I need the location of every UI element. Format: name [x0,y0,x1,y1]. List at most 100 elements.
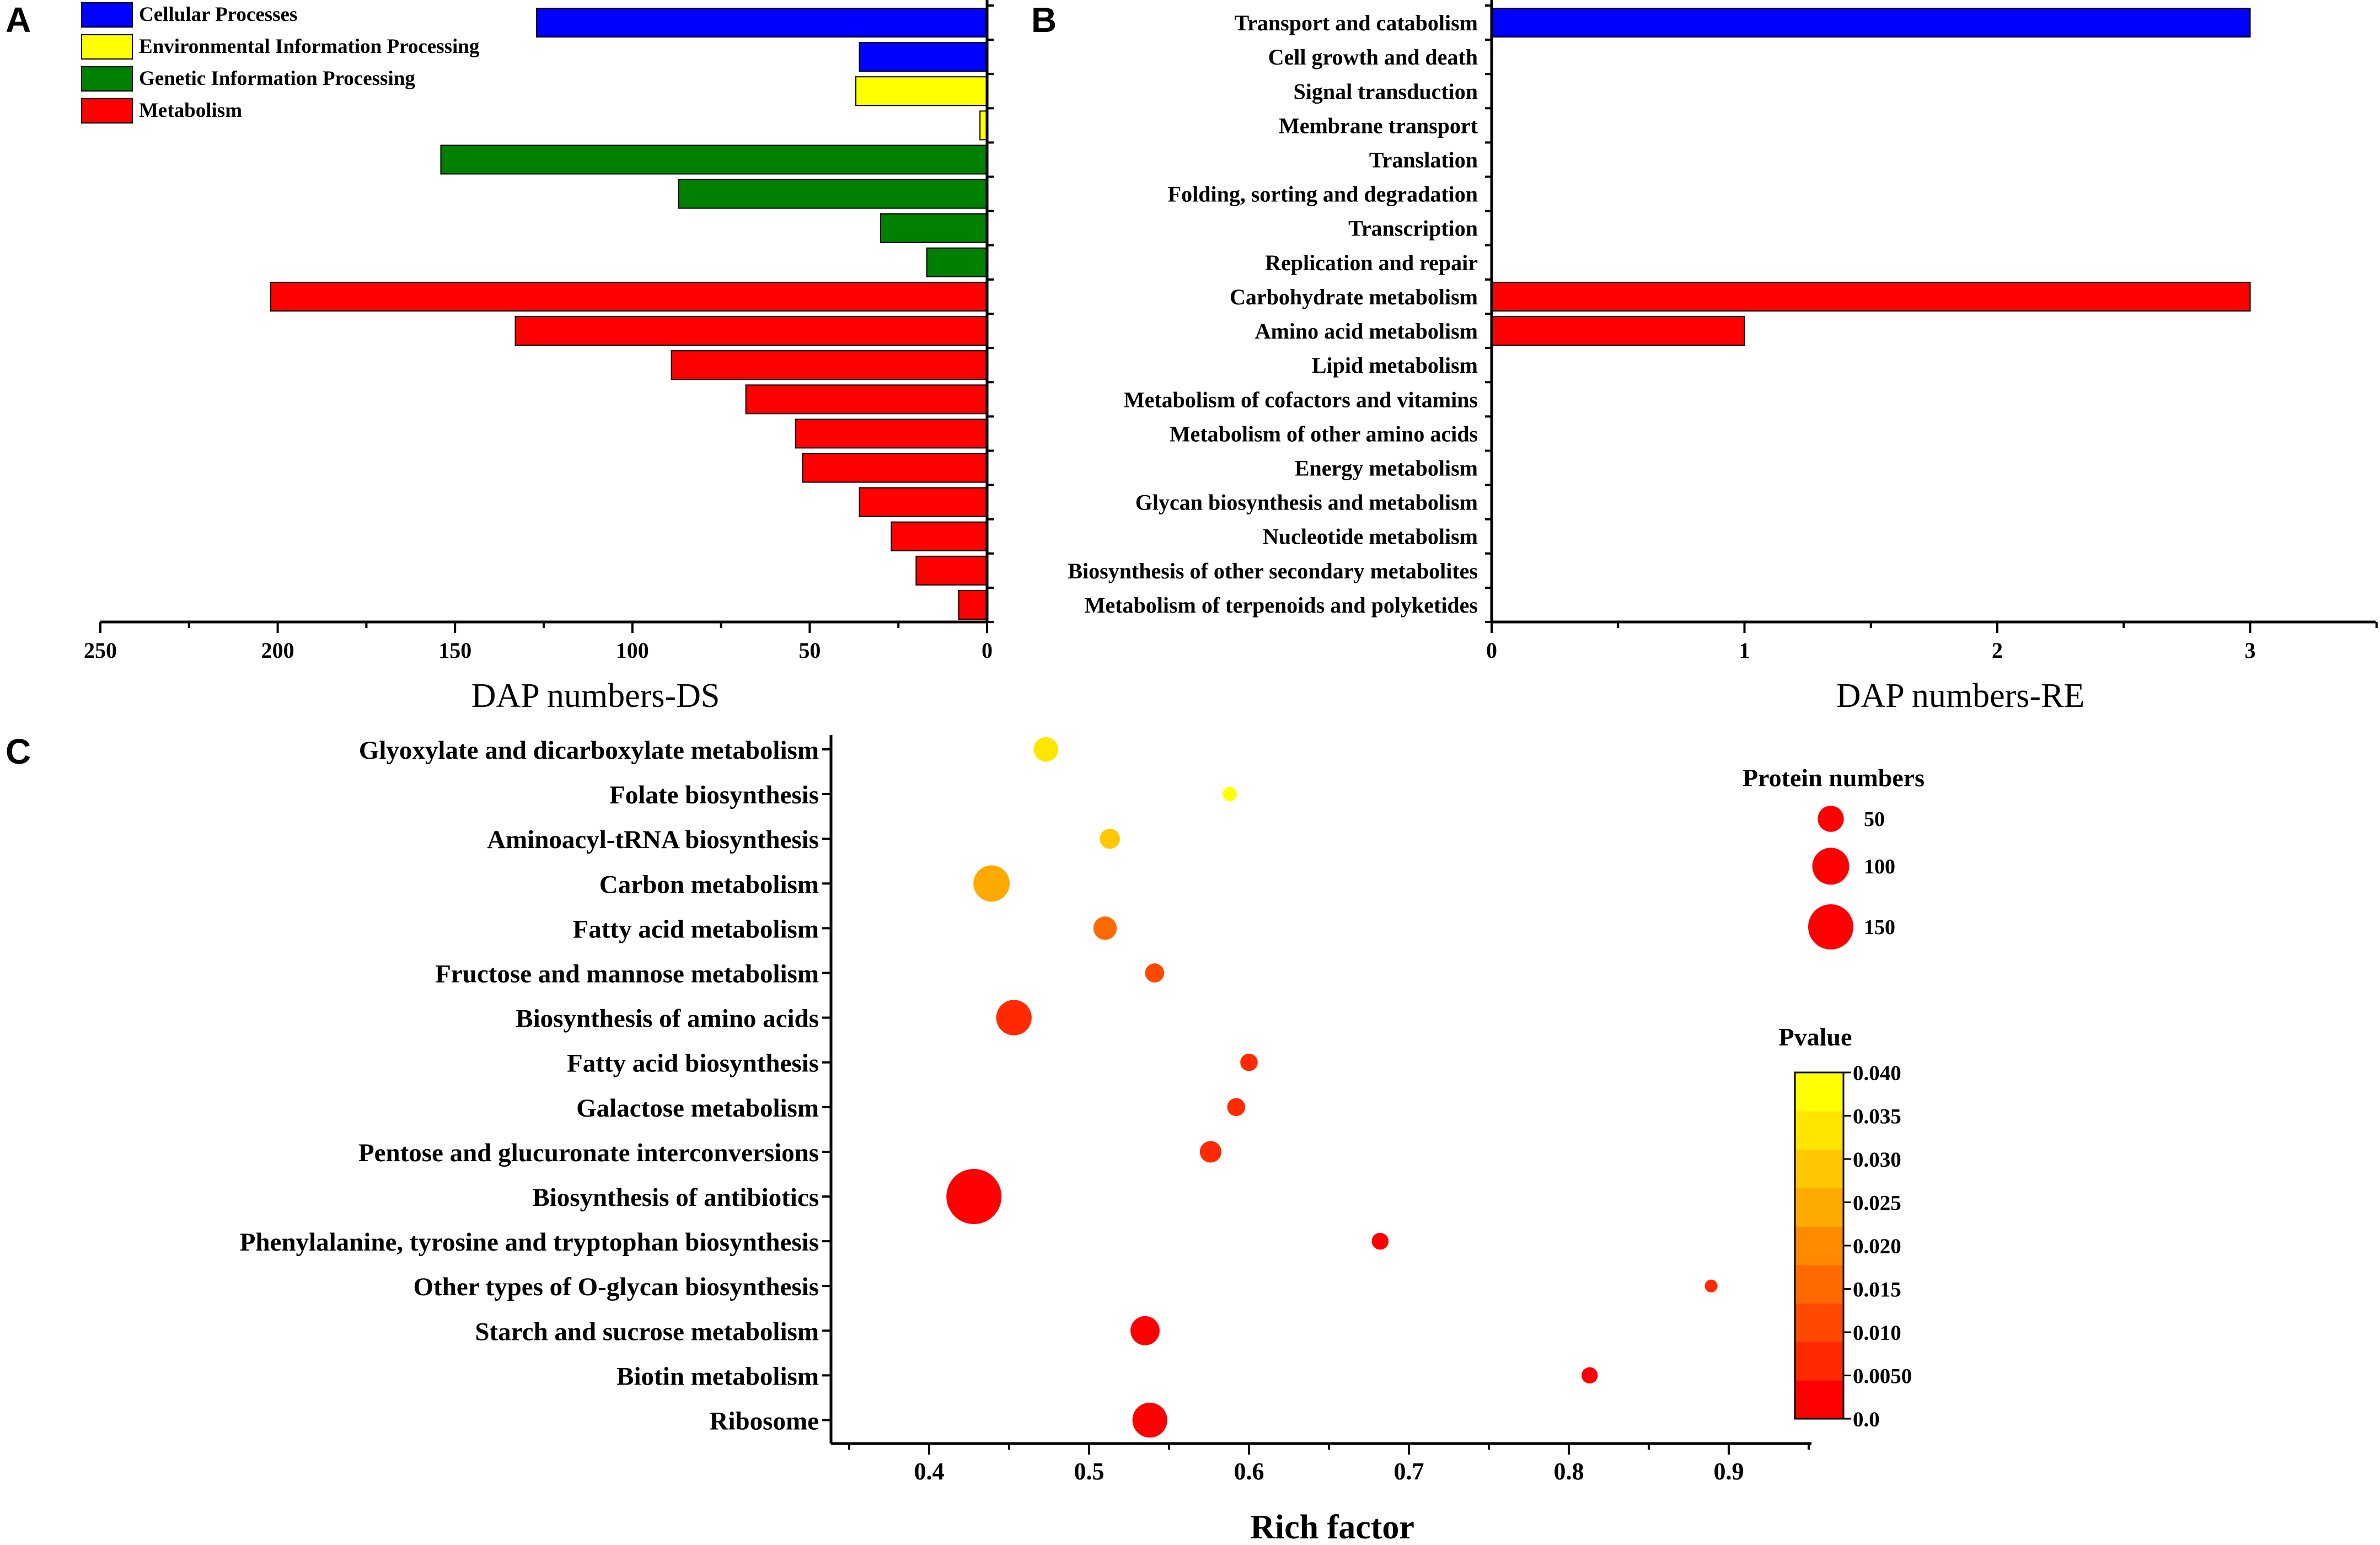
color-legend-label: 0.015 [1853,1278,1901,1302]
legend-swatch-a [81,34,133,60]
category-label-b: Cell growth and death [1268,45,1478,69]
color-legend-segment [1795,1226,1843,1265]
legend-swatch-a [81,2,133,28]
bubble-7 [996,1000,1032,1036]
category-label-b: Metabolism of other amino acids [1170,421,1478,446]
category-label-b: Transport and catabolism [1234,10,1478,35]
panel-c-label: C [6,732,31,771]
xtick-label-b: 3 [2245,638,2256,663]
bar-a-11 [671,350,988,380]
color-legend-segment [1795,1149,1843,1188]
color-legend-segment [1795,1380,1843,1419]
size-legend-bubble [1818,806,1844,832]
legend-label-a: Genetic Information Processing [139,67,415,90]
bar-a-13 [795,419,988,449]
category-label-c: Ribosome [710,1407,819,1436]
bar-b-1 [1491,8,2251,38]
legend-swatch-a [81,98,133,124]
xtick-label-a: 100 [616,638,649,663]
bubble-14 [1130,1316,1160,1345]
xtick-label-c: 0.5 [1074,1458,1105,1485]
bar-a-5 [440,144,988,175]
category-label-b: Carbohydrate metabolism [1230,285,1478,309]
bar-a-16 [891,521,988,551]
color-legend: 0.040 0.035 0.030 0.025 0.020 0.015 0.010 0.005… [1794,1061,1912,1431]
bubble-1 [1033,737,1059,762]
size-legend-label: 150 [1864,916,1895,939]
xtick-label-c: 0.6 [1234,1458,1264,1485]
bubble-6 [1145,963,1165,983]
bar-a-14 [802,453,988,483]
category-label-b: Folding, sorting and degradation [1168,182,1478,207]
color-legend-label: 0.035 [1853,1105,1901,1129]
category-label-c: Glyoxylate and dicarboxylate metabolism [359,736,819,765]
xtick-label-c: 0.9 [1714,1458,1744,1485]
xtick-label-c: 0.4 [914,1458,945,1485]
category-label-c: Fatty acid metabolism [573,915,819,943]
xtick-label-a: 50 [798,638,821,663]
size-legend-label: 100 [1864,855,1895,878]
category-label-c: Pentose and glucuronate interconversions [358,1139,819,1167]
color-legend-label: 0.0050 [1853,1365,1912,1388]
legend-swatch-a [81,66,133,92]
xtick-label-a: 0 [982,638,993,663]
category-label-c: Fatty acid biosynthesis [567,1049,819,1078]
bubble-9 [1227,1098,1246,1117]
category-label-c: Aminoacyl-tRNA biosynthesis [487,825,819,854]
bar-b-10 [1491,316,1745,346]
bubble-16 [1132,1402,1167,1438]
color-legend-segment [1795,1072,1843,1112]
bar-a-10 [514,316,988,346]
color-legend-segment [1795,1342,1843,1381]
bubble-8 [1240,1053,1258,1071]
xtick-label-b: 1 [1739,638,1750,663]
panel-a-label: A [6,0,31,40]
category-label-c: Other types of O-glycan biosynthesis [414,1273,819,1301]
xtick-label-a: 200 [261,638,294,663]
color-legend-label: 0.040 [1853,1061,1901,1085]
bubble-12 [1371,1232,1389,1250]
bubble-10 [1199,1141,1221,1163]
size-legend-title: Protein numbers [1743,764,1925,792]
color-legend-label: 0.030 [1853,1148,1901,1172]
color-legend-segment [1795,1188,1843,1227]
bar-a-12 [745,384,988,415]
panel-b-label: B [1031,0,1057,40]
color-legend-segment [1795,1264,1843,1304]
category-label-c: Biotin metabolism [617,1362,819,1391]
category-label-b: Glycan biosynthesis and metabolism [1135,490,1478,515]
bubble-13 [1704,1279,1718,1292]
bar-a-8 [926,247,988,277]
color-legend-label: 0.020 [1853,1235,1901,1258]
bar-a-15 [859,487,988,517]
panel-b-x-axis-title: DAP numbers-RE [1836,677,2085,715]
size-legend-label: 50 [1864,808,1885,831]
legend-label-a: Cellular Processes [139,3,297,26]
category-label-c: Biosynthesis of amino acids [516,1005,819,1033]
bar-a-7 [880,213,988,243]
xtick-label-c: 0.7 [1394,1458,1424,1485]
category-label-c: Galactose metabolism [576,1094,819,1123]
category-label-b: Metabolism of cofactors and vitamins [1124,387,1478,412]
color-legend-title: Pvalue [1779,1023,1852,1051]
bar-a-2 [859,42,988,72]
bar-a-18 [958,589,988,620]
category-label-c: Fructose and mannose metabolism [435,960,819,989]
panel-c-bubble-chart: Glyoxylate and dicarboxylate metabolism F… [240,735,1811,1485]
bar-a-9 [270,281,988,312]
bar-a-1 [536,8,988,38]
color-legend-segment [1795,1111,1843,1150]
size-legend-bubble [1812,847,1850,885]
category-label-c: Folate biosynthesis [609,781,819,809]
category-label-b: Amino acid metabolism [1255,319,1478,344]
panel-a-bar-chart: 250 200 150 100 50 0 [84,0,994,663]
category-label-c: Biosynthesis of antibiotics [532,1183,819,1212]
category-label-b: Signal transduction [1293,79,1478,104]
xtick-label-a: 250 [84,638,117,663]
category-label-b: Membrane transport [1279,113,1478,138]
xtick-label-c: 0.8 [1554,1458,1584,1485]
bar-a-17 [915,555,988,586]
xtick-label-b: 2 [1992,638,2003,663]
size-legend-bubble [1808,904,1853,949]
